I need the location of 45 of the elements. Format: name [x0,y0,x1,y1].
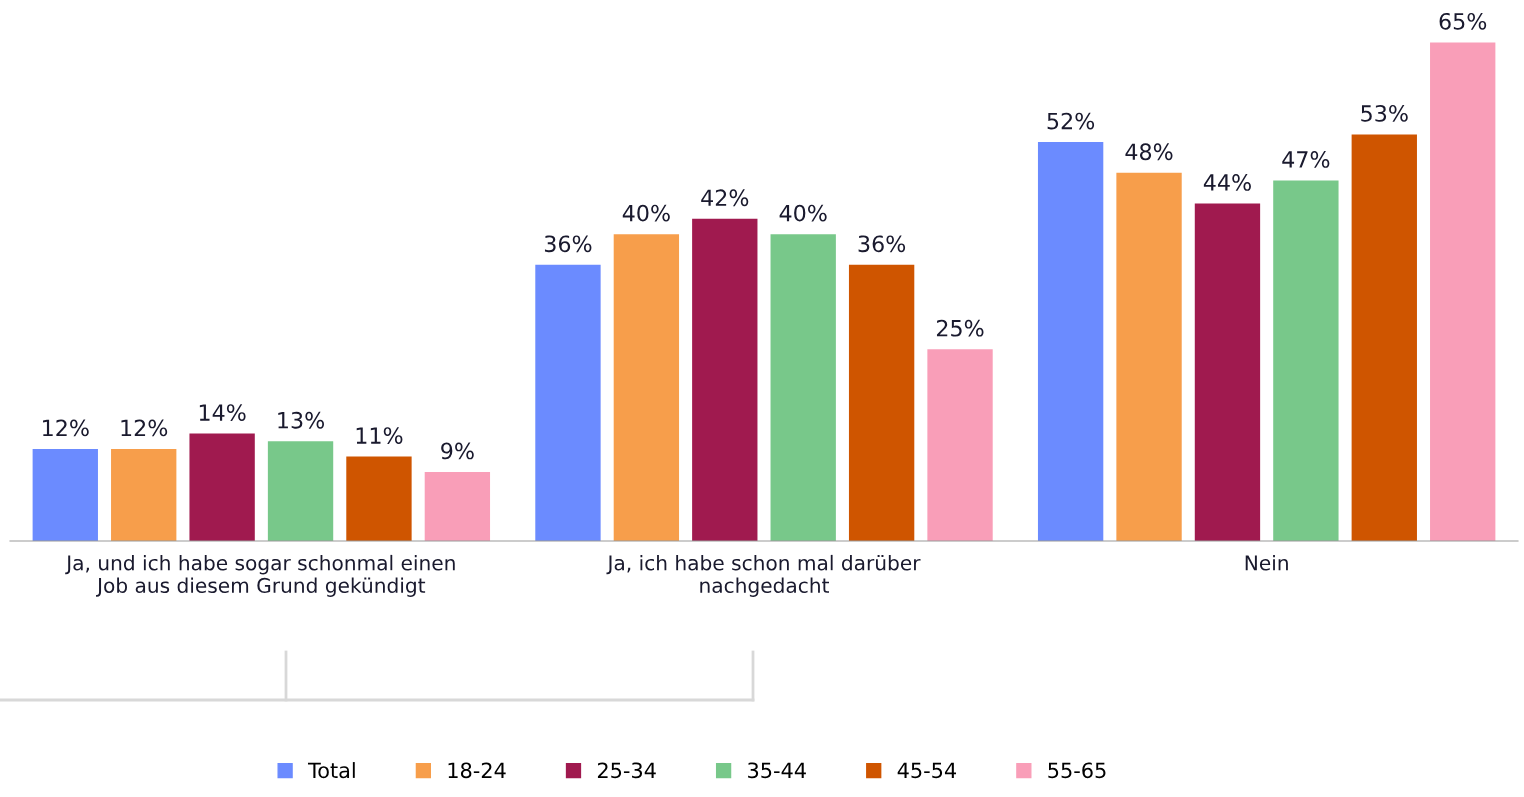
bar [927,349,993,541]
bar [1351,134,1417,541]
x-tick-label: Ja, und ich habe sogar schonmal einen Job aus diesem Grund gekündigt [65,554,455,597]
legend-label: 55-65 [1048,762,1106,779]
bar [770,234,836,541]
bar [267,441,334,541]
data-label: 44% [1203,174,1251,191]
legend-label: 18-24 [448,762,506,779]
legend-label: 25-34 [597,762,656,779]
x-tick-label: Nein [1245,554,1288,571]
legend-label: 45-54 [897,762,957,779]
bar [1116,172,1182,541]
legend-label: Total [307,762,355,779]
data-label: 14% [199,404,246,421]
data-label: 42% [701,189,749,207]
data-label: 36% [544,235,592,253]
bar [535,264,601,541]
bar [1273,180,1339,541]
data-label: 53% [1361,104,1408,122]
bar [613,234,680,541]
data-label: 40% [779,204,827,222]
bar [1430,42,1496,541]
data-label: 47% [1282,151,1330,168]
legend-label: 35-44 [748,762,806,779]
data-label: 65% [1439,12,1487,30]
data-label: 9% [441,442,474,460]
data-label: 13% [278,411,325,429]
bar [848,264,915,541]
data-label: 25% [936,319,984,337]
data-label: 48% [1125,143,1173,161]
data-label: 40% [622,204,670,222]
bar [189,433,255,541]
data-label: 36% [858,235,906,253]
x-tick-label: Ja, ich habe schon mal darüber nachgedacht [606,554,921,597]
bar [1194,203,1261,541]
data-label: 12% [121,419,168,437]
bar [692,218,758,541]
bar [111,448,177,541]
bar [1037,142,1104,541]
data-label: 12% [43,419,89,437]
bar [424,471,491,541]
data-label: 52% [1047,112,1095,130]
bar [32,448,98,541]
bar [346,456,412,541]
data-label: 11% [356,427,403,444]
